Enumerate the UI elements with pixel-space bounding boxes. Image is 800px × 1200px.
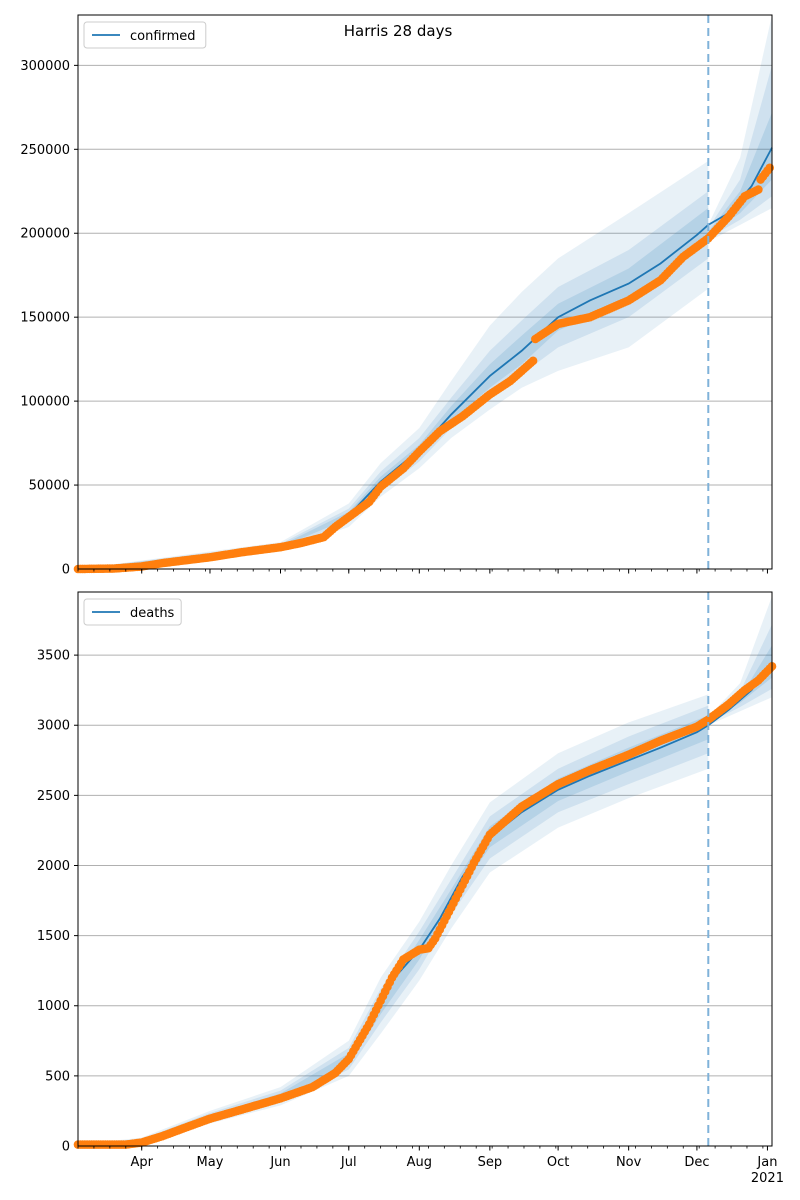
- y-tick-label: 3500: [37, 649, 70, 664]
- uncertainty-band-inner: [708, 112, 772, 235]
- y-tick-label: 2500: [37, 789, 70, 804]
- uncertainty-band-middle: [78, 705, 709, 1145]
- panel-confirmed: 0 50000 100000 150000 200000 250000 300000 conf…: [20, 14, 775, 578]
- x-tick-label: Jul: [340, 1155, 357, 1170]
- axes-frame: [77, 14, 773, 570]
- axes-frame: [77, 591, 773, 1147]
- y-tick-label: 150000: [20, 311, 70, 326]
- x-tick-label: Jun: [269, 1155, 290, 1170]
- observed-point: [528, 356, 538, 366]
- x-tick-label: Aug: [407, 1155, 432, 1170]
- uncertainty-band-inner: [78, 715, 709, 1145]
- uncertainty-band-outer: [708, 596, 772, 726]
- y-tick-label: 1000: [37, 999, 70, 1014]
- y-tick-label: 300000: [20, 59, 70, 74]
- x-tick-sublabel: 2021: [751, 1171, 784, 1186]
- y-tick-label: 0: [62, 1140, 70, 1155]
- y-tick-label: 3000: [37, 719, 70, 734]
- x-tick-label: Dec: [684, 1155, 709, 1170]
- y-tick-label: 2000: [37, 859, 70, 874]
- y-tick-label: 0: [62, 563, 70, 578]
- x-tick-label: Sep: [478, 1155, 503, 1170]
- x-tick-label: Nov: [616, 1155, 642, 1170]
- observed-point: [754, 185, 763, 194]
- x-tick-label: Jan: [756, 1155, 777, 1170]
- y-tick-label: 50000: [29, 479, 70, 494]
- legend-label: confirmed: [130, 29, 196, 44]
- uncertainty-band-outer: [78, 161, 709, 569]
- x-tick-label: May: [197, 1155, 224, 1170]
- x-tick-label: Oct: [547, 1155, 569, 1170]
- panel-deaths: 0 500 1000 1500 2000 2500 3000 3500 Apr May Jun Jul…: [37, 591, 784, 1186]
- uncertainty-band-outer: [78, 694, 709, 1145]
- observed-point: [765, 163, 775, 173]
- legend: deaths: [83, 598, 182, 626]
- chart-title: Harris 28 days: [344, 22, 453, 40]
- legend: confirmed: [83, 21, 207, 49]
- legend-box: [83, 598, 182, 626]
- y-tick-label: 500: [45, 1069, 70, 1084]
- y-tick-label: 250000: [20, 143, 70, 158]
- legend-label: deaths: [130, 606, 175, 621]
- uncertainty-band-outer: [708, 15, 772, 242]
- y-tick-label: 200000: [20, 227, 70, 242]
- y-tick-label: 100000: [20, 395, 70, 410]
- y-tick-label: 1500: [37, 929, 70, 944]
- legend-box: [83, 21, 207, 49]
- x-tick-label: Apr: [130, 1155, 153, 1170]
